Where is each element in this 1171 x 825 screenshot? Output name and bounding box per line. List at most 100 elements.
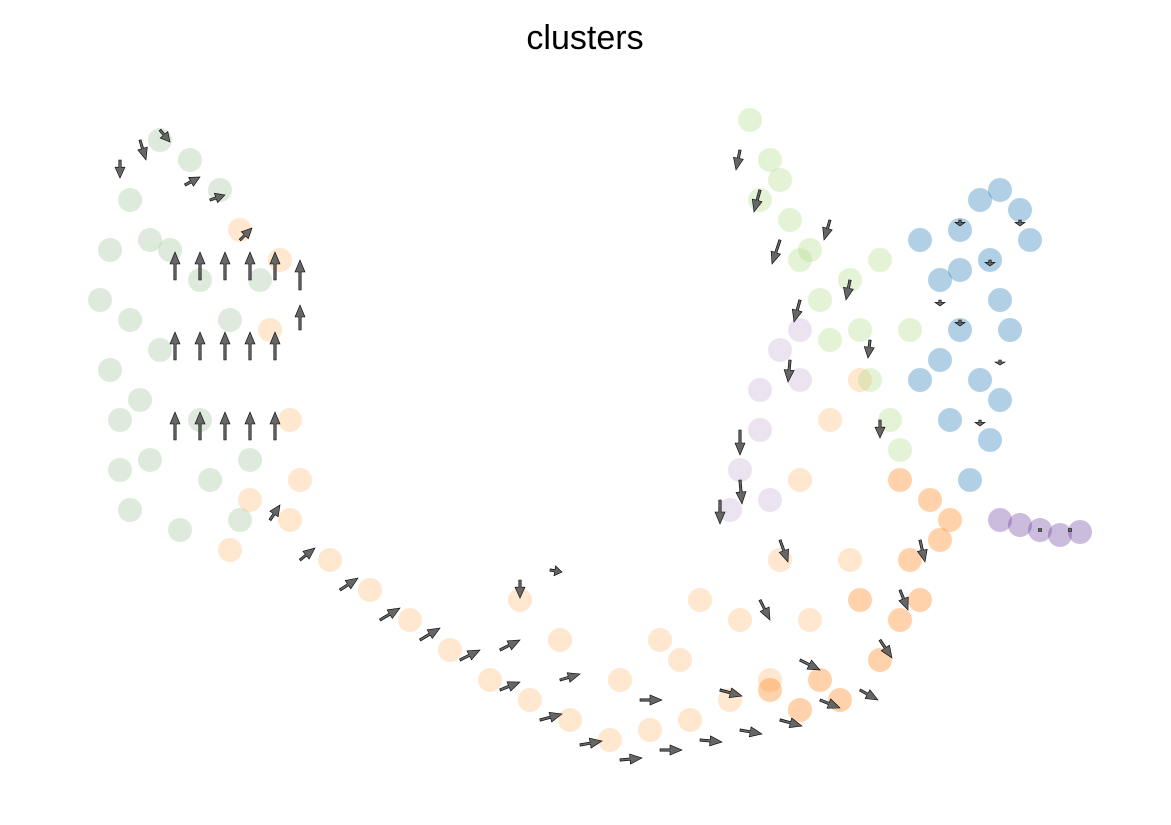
- cell-point: [718, 498, 742, 522]
- cell-point: [158, 238, 182, 262]
- cell-point: [598, 728, 622, 752]
- velocity-arrow: [219, 251, 231, 281]
- velocity-arrow: [739, 726, 763, 738]
- cell-point: [848, 318, 872, 342]
- cell-point: [798, 608, 822, 632]
- cell-point: [168, 518, 192, 542]
- cell-point: [908, 368, 932, 392]
- cell-point: [758, 668, 782, 692]
- velocity-arrow: [770, 239, 782, 265]
- cell-point: [608, 668, 632, 692]
- cell-point: [948, 218, 972, 242]
- cell-point: [988, 288, 1012, 312]
- velocity-arrow: [378, 607, 401, 622]
- velocity-arrow: [194, 411, 206, 441]
- velocity-arrow: [238, 227, 253, 242]
- velocity-arrow: [579, 737, 603, 749]
- velocity-arrow: [137, 139, 148, 161]
- velocity-arrow: [878, 638, 893, 659]
- velocity-arrow: [984, 259, 996, 267]
- cell-point: [1008, 513, 1032, 537]
- cell-point: [478, 668, 502, 692]
- cell-point: [818, 328, 842, 352]
- cell-point: [908, 228, 932, 252]
- cell-point: [98, 238, 122, 262]
- velocity-arrow: [158, 128, 171, 143]
- velocity-arrow: [244, 411, 256, 441]
- cell-point: [748, 418, 772, 442]
- cell-point: [788, 248, 812, 272]
- velocity-arrow: [209, 192, 226, 204]
- velocity-arrow: [269, 331, 281, 361]
- cell-point: [668, 648, 692, 672]
- cell-point: [278, 508, 302, 532]
- cell-point: [938, 408, 962, 432]
- velocity-arrow: [169, 251, 181, 281]
- velocity-arrow: [779, 717, 803, 729]
- velocity-arrow: [699, 735, 723, 747]
- velocity-arrow: [269, 411, 281, 441]
- cell-point: [138, 228, 162, 252]
- cell-point: [758, 678, 782, 702]
- cell-point: [898, 318, 922, 342]
- velocity-arrow: [751, 189, 763, 213]
- velocity-arrow: [934, 299, 946, 307]
- chart-title: clusters: [526, 19, 643, 57]
- cell-point: [938, 508, 962, 532]
- cell-point: [888, 468, 912, 492]
- cell-point: [818, 408, 842, 432]
- velocity-arrow: [719, 687, 743, 699]
- cell-point: [788, 698, 812, 722]
- velocity-arrow: [219, 331, 231, 361]
- cell-point: [288, 468, 312, 492]
- cell-point: [88, 288, 112, 312]
- velocity-arrow: [514, 579, 526, 599]
- velocity-arrow: [735, 479, 747, 505]
- velocity-arrow: [858, 688, 879, 701]
- velocity-arrow: [194, 251, 206, 281]
- cell-point: [98, 358, 122, 382]
- cell-point: [888, 438, 912, 462]
- velocity-arrow: [863, 339, 875, 359]
- cell-point: [888, 608, 912, 632]
- cell-point: [848, 368, 872, 392]
- velocity-arrow: [269, 251, 281, 281]
- velocity-arrow: [539, 711, 563, 723]
- cell-point: [838, 548, 862, 572]
- cell-point: [968, 188, 992, 212]
- cell-point: [518, 688, 542, 712]
- velocity-arrow: [714, 499, 726, 525]
- cell-point: [778, 208, 802, 232]
- cell-point: [508, 588, 532, 612]
- velocity-arrow: [294, 304, 306, 331]
- velocity-arrow: [954, 219, 966, 227]
- velocity-arrow: [459, 649, 481, 662]
- cell-point: [178, 148, 202, 172]
- cell-point: [878, 408, 902, 432]
- velocity-arrow: [298, 547, 316, 562]
- velocity-arrow: [799, 658, 821, 671]
- velocity-arrow: [916, 539, 928, 563]
- cell-point: [238, 488, 262, 512]
- cell-point: [948, 258, 972, 282]
- cell-point: [758, 148, 782, 172]
- velocity-arrow: [1014, 219, 1026, 227]
- velocity-arrow: [733, 149, 744, 171]
- cell-point: [1018, 228, 1042, 252]
- velocity-arrow: [954, 319, 966, 327]
- cell-point: [808, 668, 832, 692]
- cell-point: [238, 448, 262, 472]
- cell-point: [128, 388, 152, 412]
- cell-point: [148, 338, 172, 362]
- cell-point: [948, 318, 972, 342]
- velocity-arrow: [244, 331, 256, 361]
- velocity-arrow: [639, 694, 663, 706]
- cell-point: [788, 368, 812, 392]
- velocity-arrow: [819, 698, 841, 709]
- cell-point: [968, 368, 992, 392]
- velocity-arrow: [974, 419, 986, 427]
- cell-point: [358, 578, 382, 602]
- cell-point: [398, 608, 422, 632]
- cell-point: [248, 268, 272, 292]
